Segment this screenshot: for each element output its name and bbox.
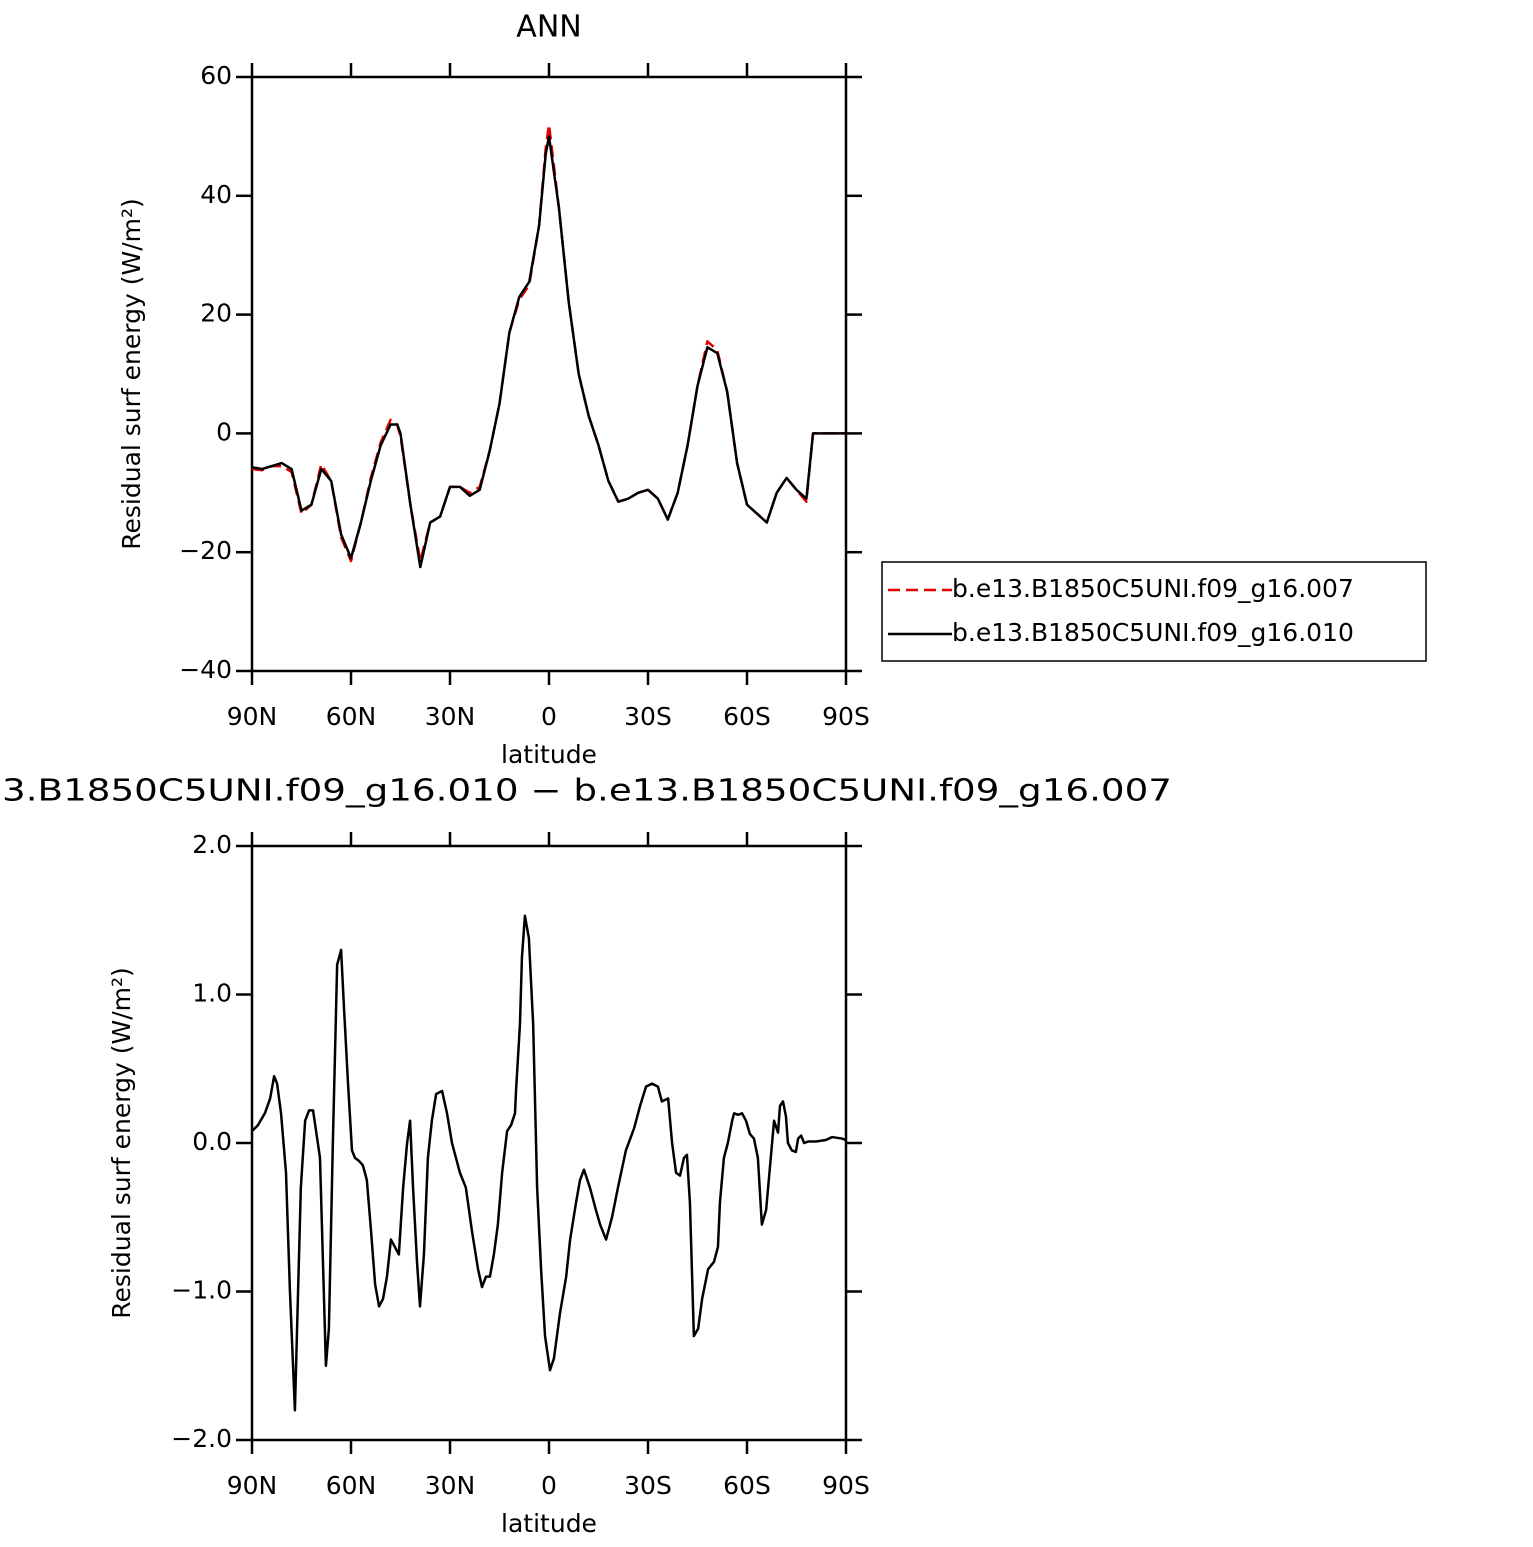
legend-label: b.e13.B1850C5UNI.f09_g16.010 [952,618,1354,647]
y-tick-label: 60 [200,61,232,90]
x-tick-label: 60S [723,1471,771,1500]
x-tick-label: 0 [541,1471,557,1500]
y-tick-label: 40 [200,180,232,209]
y-tick-label: 2.0 [192,830,232,859]
y-tick-label: 0.0 [192,1127,232,1156]
legend-label: b.e13.B1850C5UNI.f09_g16.007 [952,574,1354,603]
x-tick-label: 90S [822,702,870,731]
x-tick-label: 90S [822,1471,870,1500]
data-line [251,123,846,563]
x-tick-label: 60S [723,702,771,731]
x-tick-label: 90N [227,702,278,731]
x-tick-label: 30N [425,1471,476,1500]
x-tick-label: 0 [541,702,557,731]
chart-title: 3.B1850C5UNI.f09_g16.010 − b.e13.B1850C5… [2,774,1172,809]
y-tick-label: −20 [179,536,232,565]
y-tick-label: 1.0 [192,979,232,1008]
plot-frame [250,844,848,1442]
x-tick-label: 30N [425,702,476,731]
x-axis-label: latitude [501,1509,597,1538]
plot-frame [250,75,848,673]
x-tick-label: 90N [227,1471,278,1500]
y-tick-label: 0 [216,417,232,446]
x-tick-label: 60N [326,702,377,731]
y-tick-label: 20 [200,299,232,328]
data-line [251,135,846,569]
x-tick-label: 60N [326,1471,377,1500]
y-axis-label: Residual surf energy (W/m²) [107,967,136,1319]
y-tick-label: −2.0 [171,1424,232,1453]
x-tick-label: 30S [624,1471,672,1500]
chart-title: ANN [516,10,581,45]
y-axis-label: Residual surf energy (W/m²) [117,198,146,550]
y-tick-label: −40 [179,655,232,684]
x-axis-label: latitude [501,740,597,769]
data-line [251,914,847,1412]
y-tick-label: −1.0 [171,1276,232,1305]
legend-box [881,561,1427,662]
x-tick-label: 30S [624,702,672,731]
